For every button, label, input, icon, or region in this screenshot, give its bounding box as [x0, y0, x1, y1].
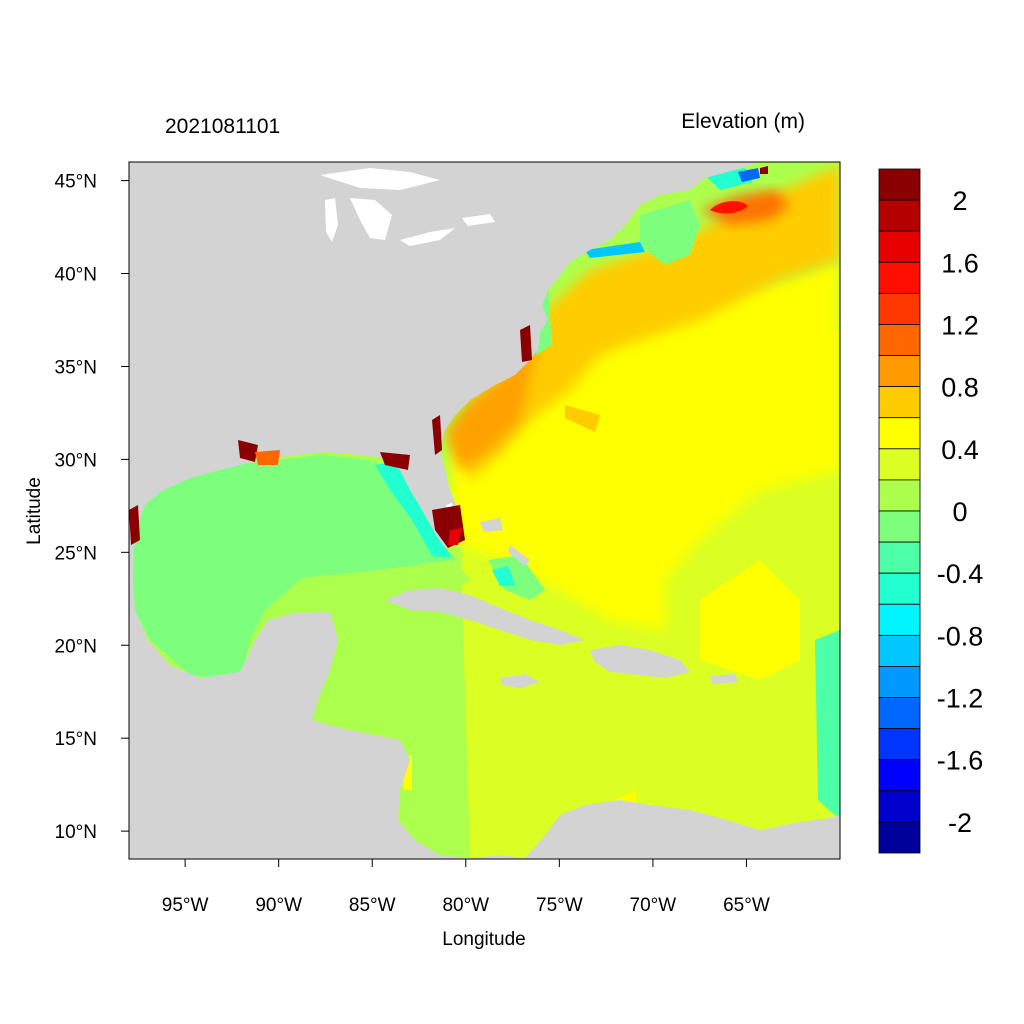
- colorbar-label: 1.6: [941, 248, 979, 278]
- colorbar-swatch: [878, 324, 921, 356]
- colorbar-swatch: [878, 603, 921, 636]
- colorbar-label: 0: [952, 497, 967, 527]
- map-frame: [128, 161, 841, 860]
- colorbar-swatch: [878, 479, 921, 512]
- colorbar-swatch: [878, 355, 921, 388]
- y-tick-label: 10°N: [55, 822, 97, 843]
- north-america-land: [129, 162, 840, 859]
- atlantic-elevation-field: [445, 165, 840, 859]
- colorbar-label: 0.4: [941, 435, 979, 465]
- colorbar-swatch: [878, 168, 921, 201]
- colorbar-swatch: [878, 728, 921, 761]
- lake-ontario: [462, 214, 495, 226]
- variable-label: Elevation (m): [681, 110, 805, 133]
- x-axis-title: Longitude: [442, 929, 525, 950]
- colorbar-labels: 2 1.6 1.2 0.8 0.4 0 -0.4 -0.8 -1.2 -1.6 -2: [937, 186, 984, 838]
- y-axis-title: Latitude: [24, 477, 45, 545]
- colorbar-label: 1.2: [941, 310, 979, 340]
- colorbar-label: 2: [952, 186, 967, 216]
- jamaica-land: [500, 674, 540, 688]
- colorbar-label: -2: [948, 808, 972, 838]
- colorbar-label: -0.8: [937, 621, 984, 651]
- lake-superior: [320, 168, 440, 190]
- date-label: 2021081101: [165, 115, 280, 138]
- colorbar-swatch: [878, 821, 921, 854]
- y-axis: 45°N 40°N 35°N 30°N 25°N 20°N 15°N 10°N: [55, 172, 129, 843]
- y-tick-label: 15°N: [55, 729, 97, 750]
- colorbar-swatch: [878, 790, 921, 823]
- great-lakes: [320, 168, 495, 512]
- colorbar-label: -0.4: [937, 559, 984, 589]
- hispaniola-land: [590, 645, 690, 678]
- colorbar-label: -1.2: [937, 684, 984, 714]
- colorbar-swatch: [878, 386, 921, 419]
- colorbar-swatch: [878, 510, 921, 543]
- x-tick-label: 90°W: [255, 895, 302, 916]
- x-tick-label: 80°W: [442, 895, 489, 916]
- bahamas-land: [480, 518, 503, 532]
- colorbar-swatch: [878, 261, 921, 294]
- x-tick-label: 75°W: [536, 895, 583, 916]
- cuba-land: [385, 588, 585, 645]
- colorbar-label: 0.8: [941, 373, 979, 403]
- colorbar-swatch: [878, 417, 921, 450]
- map-panel: [129, 162, 840, 859]
- puerto-rico-land: [710, 674, 738, 684]
- x-axis: 95°W 90°W 85°W 80°W 75°W 70°W 65°W: [162, 859, 770, 916]
- colorbar-swatch: [878, 697, 921, 730]
- x-tick-label: 95°W: [162, 895, 209, 916]
- y-tick-label: 45°N: [55, 172, 97, 193]
- x-tick-label: 70°W: [630, 895, 677, 916]
- colorbar-swatch: [878, 666, 921, 698]
- colorbar-swatch: [878, 572, 921, 605]
- y-tick-label: 20°N: [55, 636, 97, 657]
- y-tick-label: 40°N: [55, 265, 97, 286]
- colorbar-swatch: [878, 292, 921, 325]
- colorbar-swatch: [878, 759, 921, 792]
- x-tick-label: 65°W: [723, 895, 770, 916]
- land-masses: [129, 162, 840, 859]
- colorbar-label: -1.6: [937, 746, 984, 776]
- x-tick-label: 85°W: [349, 895, 396, 916]
- lake-erie: [400, 228, 455, 246]
- colorbar-swatch: [878, 634, 921, 667]
- y-tick-label: 35°N: [55, 357, 97, 378]
- bahamas-land: [508, 545, 530, 566]
- lake-michigan: [325, 198, 338, 242]
- y-tick-label: 25°N: [55, 543, 97, 564]
- colorbar-swatch: [878, 230, 921, 263]
- colorbar: [878, 168, 921, 854]
- colorbar-swatch: [878, 541, 921, 574]
- colorbar-swatch: [878, 199, 921, 232]
- y-tick-label: 30°N: [55, 450, 97, 471]
- coastal-surge-markers: [129, 166, 768, 548]
- lake-huron: [350, 198, 392, 240]
- colorbar-swatch: [878, 448, 921, 481]
